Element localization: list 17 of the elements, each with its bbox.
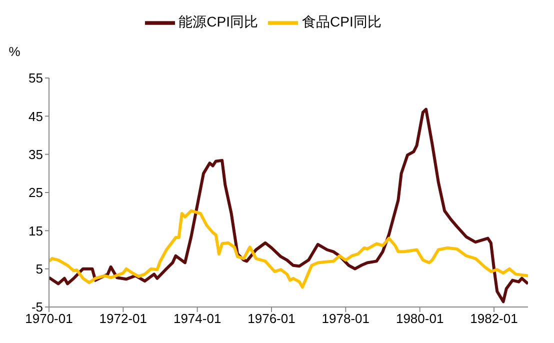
y-tick-label: 25	[28, 185, 43, 200]
x-tick-label: 1974-01	[173, 311, 222, 326]
x-tick-label: 1976-01	[248, 311, 296, 326]
y-tick-label: 15	[28, 223, 43, 238]
line-series	[49, 209, 528, 289]
x-tick-label: 1980-01	[396, 311, 444, 326]
legend-label: 食品CPI同比	[302, 14, 382, 30]
y-tick-label: 5	[36, 261, 43, 276]
y-tick-label: 35	[28, 146, 43, 162]
y-tick-label: 55	[28, 70, 43, 86]
x-tick-label: 1978-01	[322, 311, 370, 326]
x-tick-label: 1982-01	[470, 311, 518, 326]
y-axis-title: %	[8, 44, 21, 59]
y-tick-label: 45	[28, 108, 43, 124]
legend-label: 能源CPI同比	[178, 14, 258, 30]
x-tick-label: 1972-01	[99, 311, 148, 326]
line-series	[49, 108, 528, 304]
